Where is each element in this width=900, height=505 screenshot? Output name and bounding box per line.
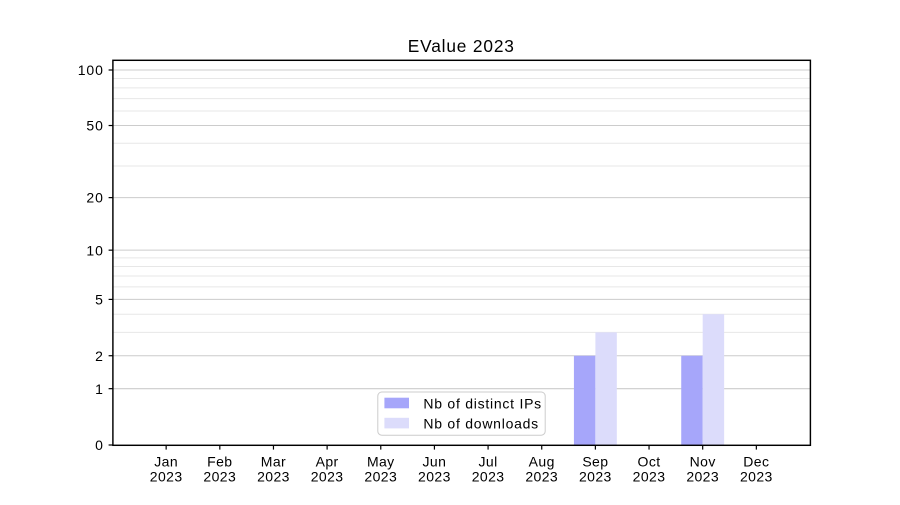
- svg-text:Oct: Oct: [638, 454, 661, 470]
- svg-text:2023: 2023: [150, 468, 183, 484]
- svg-text:Jan: Jan: [154, 454, 178, 470]
- svg-text:1: 1: [95, 381, 104, 397]
- svg-text:5: 5: [95, 292, 104, 308]
- svg-text:Sep: Sep: [582, 454, 608, 470]
- svg-text:0: 0: [95, 437, 104, 453]
- svg-text:100: 100: [78, 62, 104, 78]
- svg-text:2023: 2023: [686, 468, 719, 484]
- svg-text:May: May: [367, 454, 395, 470]
- svg-text:Jun: Jun: [423, 454, 447, 470]
- svg-text:Nov: Nov: [690, 454, 716, 470]
- svg-text:Nb of downloads: Nb of downloads: [423, 415, 539, 431]
- svg-text:Nb of distinct IPs: Nb of distinct IPs: [423, 395, 542, 411]
- svg-text:Feb: Feb: [207, 454, 232, 470]
- svg-text:2: 2: [95, 348, 104, 364]
- svg-text:Mar: Mar: [261, 454, 286, 470]
- svg-text:Jul: Jul: [479, 454, 498, 470]
- svg-text:10: 10: [86, 242, 103, 258]
- svg-text:2023: 2023: [579, 468, 612, 484]
- svg-text:EValue 2023: EValue 2023: [408, 36, 515, 56]
- svg-text:2023: 2023: [203, 468, 236, 484]
- svg-text:2023: 2023: [525, 468, 558, 484]
- svg-text:2023: 2023: [257, 468, 290, 484]
- svg-text:2023: 2023: [633, 468, 666, 484]
- svg-text:2023: 2023: [418, 468, 451, 484]
- svg-text:50: 50: [86, 118, 103, 134]
- svg-text:2023: 2023: [740, 468, 773, 484]
- svg-text:20: 20: [86, 190, 103, 206]
- svg-text:Apr: Apr: [316, 454, 339, 470]
- svg-text:Dec: Dec: [743, 454, 769, 470]
- svg-text:2023: 2023: [311, 468, 344, 484]
- svg-text:2023: 2023: [472, 468, 505, 484]
- svg-text:Aug: Aug: [529, 454, 555, 470]
- svg-text:2023: 2023: [364, 468, 397, 484]
